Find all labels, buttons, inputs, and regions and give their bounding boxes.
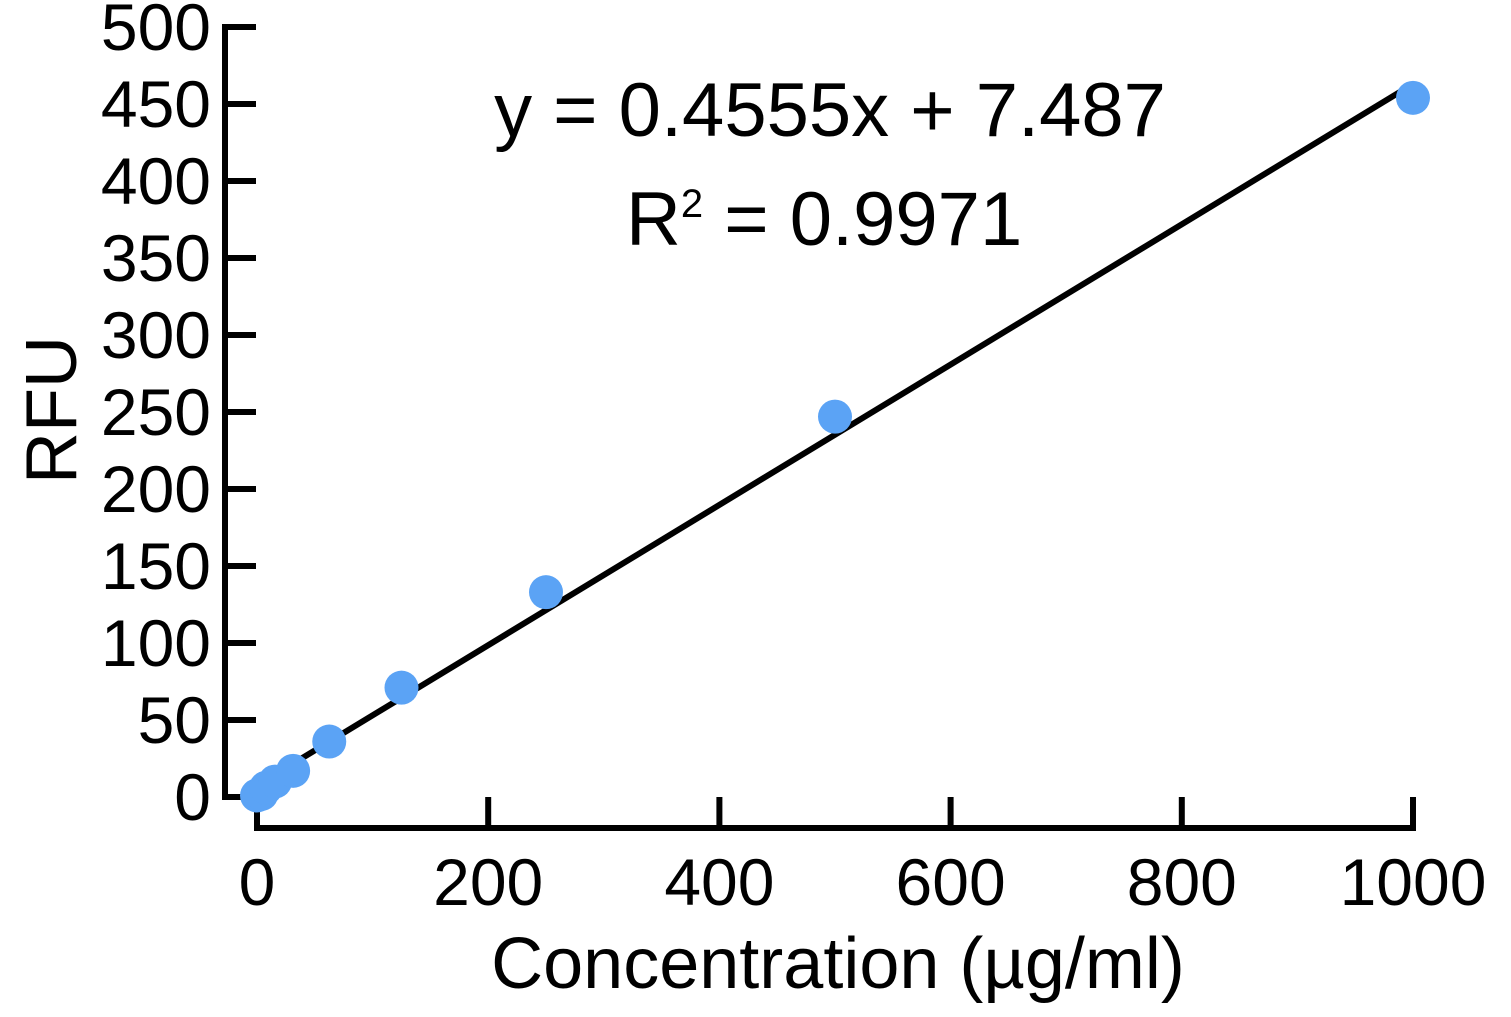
data-points	[240, 80, 1430, 813]
r-squared-value: = 0.9971	[703, 177, 1022, 262]
y-axis-title: RFU	[12, 336, 92, 484]
y-tick-label: 200	[101, 452, 211, 526]
x-tick-label: 1000	[1340, 845, 1487, 919]
data-point	[276, 753, 311, 788]
data-point	[312, 724, 347, 759]
x-axis-title: Concentration (µg/ml)	[491, 924, 1185, 1004]
r-squared-label: R	[626, 177, 681, 262]
data-point	[384, 670, 419, 705]
r-squared-superscript: 2	[681, 182, 703, 226]
y-tick-label: 300	[101, 298, 211, 372]
trendline	[255, 81, 1415, 789]
y-tick-label: 250	[101, 375, 211, 449]
y-tick-label: 150	[101, 529, 211, 603]
equation-annotation: y = 0.4555x + 7.487	[494, 68, 1166, 153]
y-tick-label: 400	[101, 144, 211, 218]
data-point	[529, 575, 563, 610]
r-squared-annotation: R2 = 0.9971	[626, 177, 1022, 262]
x-tick-label: 0	[239, 845, 276, 919]
data-point	[818, 399, 852, 434]
x-tick-label: 600	[896, 845, 1006, 919]
y-tick-label: 100	[101, 606, 211, 680]
x-tick-label: 400	[664, 845, 774, 919]
y-tick-label: 50	[138, 683, 211, 757]
y-tick-label: 450	[101, 67, 211, 141]
trendline-group	[255, 81, 1415, 789]
x-tick-label: 200	[433, 845, 543, 919]
x-tick-label: 800	[1127, 845, 1237, 919]
y-tick-label: 500	[101, 0, 211, 64]
y-tick-label: 350	[101, 221, 211, 295]
y-tick-label: 0	[174, 760, 211, 834]
data-point	[1396, 80, 1430, 115]
